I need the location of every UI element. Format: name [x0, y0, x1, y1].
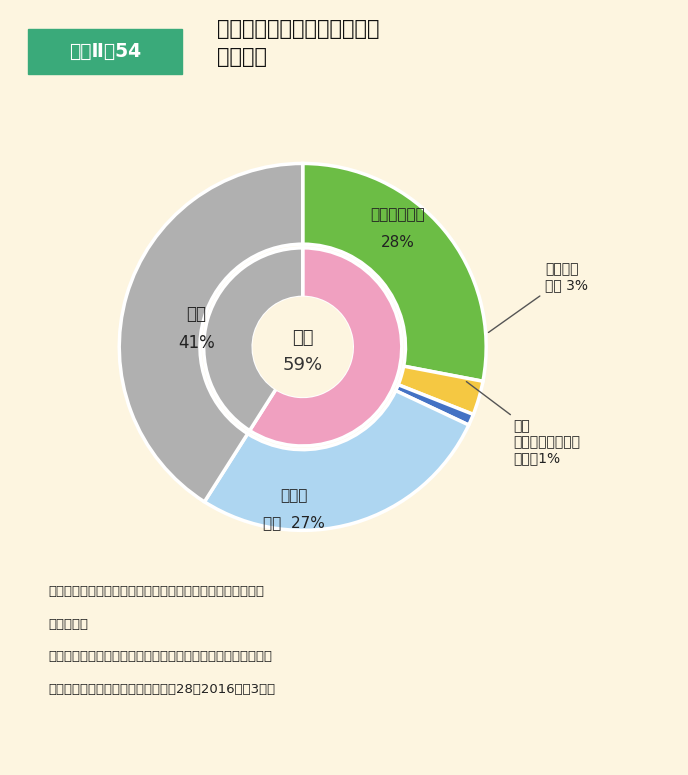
Text: 注：「該当なし」及び「無回答」を除いた合計値から割合を: 注：「該当なし」及び「無回答」を除いた合計値から割合を [48, 585, 264, 598]
Text: 管理  27%: 管理 27% [263, 515, 325, 531]
Wedge shape [204, 391, 469, 530]
Text: 消滅集落跡地の森林・林地の
管理状況: 消滅集落跡地の森林・林地の 管理状況 [217, 19, 379, 67]
Text: 資料Ⅱ－54: 資料Ⅱ－54 [69, 42, 141, 60]
Text: 他集落が
管理 3%: 他集落が 管理 3% [488, 262, 588, 332]
Text: 資料：国土交通省及び総務省「過疎地域等条件不利地域におけ: 資料：国土交通省及び総務省「過疎地域等条件不利地域におけ [48, 650, 272, 663]
Text: 41%: 41% [178, 334, 215, 352]
Text: 行政が: 行政が [280, 488, 308, 503]
Text: 元住民が管理: 元住民が管理 [371, 207, 425, 222]
Wedge shape [396, 384, 473, 425]
Text: 算出。: 算出。 [48, 618, 88, 631]
Wedge shape [303, 164, 486, 381]
Text: 59%: 59% [283, 356, 323, 374]
Text: 放置: 放置 [186, 305, 206, 323]
Wedge shape [398, 366, 483, 415]
Wedge shape [250, 248, 402, 446]
Text: 管理: 管理 [292, 329, 314, 346]
Text: 28%: 28% [381, 235, 415, 250]
Wedge shape [119, 164, 303, 501]
Text: 森林
ボランティア等が
管理　1%: 森林 ボランティア等が 管理 1% [466, 381, 581, 466]
Text: る集落の現況把握調査」（平成28（2016）年3月）: る集落の現況把握調査」（平成28（2016）年3月） [48, 683, 275, 696]
Wedge shape [204, 248, 303, 431]
Circle shape [253, 298, 352, 397]
